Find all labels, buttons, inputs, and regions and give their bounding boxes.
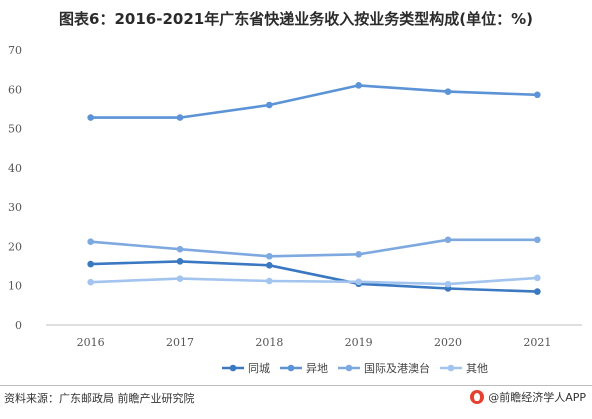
data-point [534,274,541,282]
data-point [355,278,362,286]
x-tick-label: 2020 [434,336,462,349]
data-point [534,91,541,99]
data-point [87,114,94,121]
data-point [176,245,184,253]
legend-label: 其他 [466,362,488,375]
legend-label: 国际及港澳台 [364,361,430,375]
data-point [266,252,273,260]
data-point [176,114,184,121]
series-group [87,82,541,121]
data-point [87,278,94,286]
series-line [89,260,539,293]
y-tick-label: 70 [8,44,22,57]
data-point [266,261,273,269]
y-tick-label: 0 [15,319,22,332]
brand-credit: @前瞻经济学人APP [470,389,586,405]
y-tick-label: 40 [8,162,22,175]
brand-logo-icon [470,390,485,404]
data-point [355,82,362,89]
legend-swatch-marker [229,364,237,372]
y-tick-label: 10 [8,280,22,293]
data-point [355,250,362,258]
series-group [87,274,541,288]
data-point [444,236,452,244]
y-tick-label: 30 [8,201,22,214]
data-point [444,280,452,288]
data-point [176,275,184,282]
series-line [89,84,539,119]
legend-label: 同城 [248,362,270,375]
brand-text: @前瞻经济学人APP [488,391,586,404]
legend-label: 异地 [306,362,328,375]
data-point [87,260,94,268]
legend: 同城 异地 国际及港澳台 其他 [222,361,488,375]
data-point [87,238,94,246]
legend-item: 其他 [440,362,488,375]
legend-item: 同城 [222,362,270,375]
x-tick-label: 2021 [523,336,551,349]
data-point [266,277,273,285]
chart-title: 图表6：2016-2021年广东省快递业务收入按业务类型构成(单位：%) [59,10,533,28]
data-point [444,88,452,95]
series-group [87,236,541,260]
x-tick-label: 2017 [166,336,194,349]
x-tick-label: 2016 [77,336,105,349]
series-line [89,276,539,286]
y-tick-label: 60 [8,83,22,96]
y-tick-label: 50 [8,123,22,136]
x-axis-ticks: 2016 2017 2018 2019 2020 2021 [77,336,552,349]
legend-swatch-marker [287,364,295,372]
data-point [534,236,541,244]
series-lines [87,82,541,295]
source-note: 资料来源：广东邮政局 前瞻产业研究院 [4,392,195,405]
legend-item: 异地 [280,362,328,375]
y-axis-ticks: 0 10 20 30 40 50 60 70 [8,44,22,332]
data-point [534,288,541,295]
legend-swatch-marker [447,364,455,372]
y-tick-label: 20 [8,240,22,253]
series-group [87,258,541,295]
data-point [266,101,273,109]
x-tick-label: 2019 [345,336,373,349]
line-chart: 0 10 20 30 40 50 60 70 2016 2017 2018 2019 2020 2021… [8,44,582,375]
legend-item: 国际及港澳台 [338,361,430,375]
data-point [176,258,184,265]
series-line [89,238,539,258]
legend-swatch-marker [345,364,353,372]
footer-divider [0,385,592,386]
x-tick-label: 2018 [255,336,283,349]
